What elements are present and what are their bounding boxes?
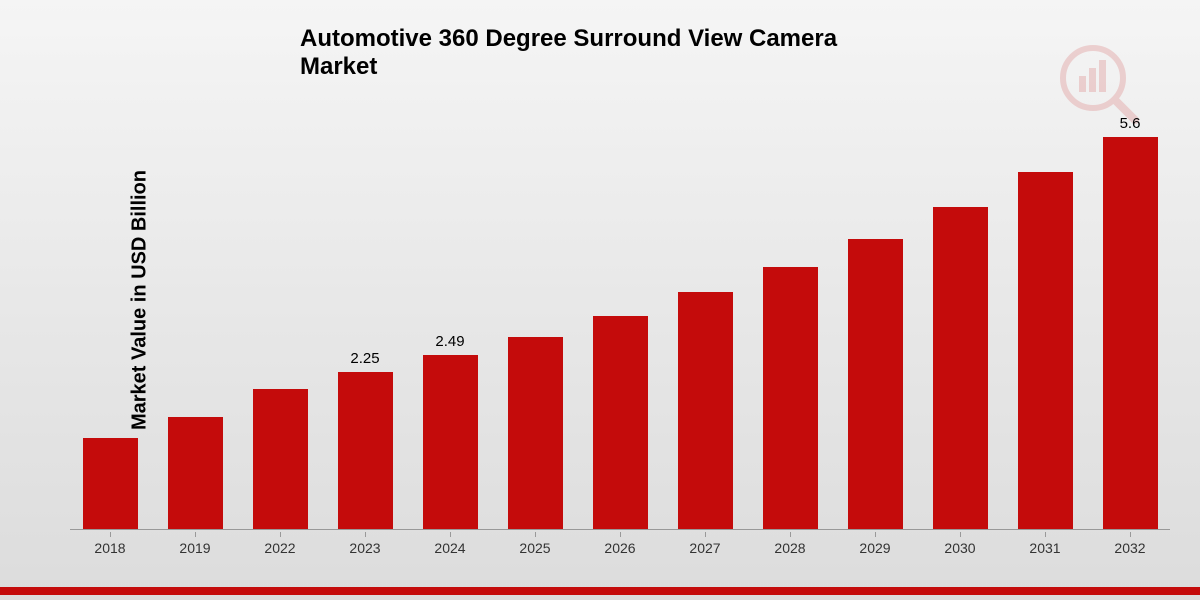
x-tick-label: 2018: [94, 540, 125, 556]
chart-title: Automotive 360 Degree Surround View Came…: [300, 25, 900, 81]
x-tick-label: 2029: [859, 540, 890, 556]
x-tick-label: 2019: [179, 540, 210, 556]
x-tick-label: 2030: [944, 540, 975, 556]
x-tick-label: 2031: [1029, 540, 1060, 556]
x-tick-label: 2032: [1114, 540, 1145, 556]
bar-rect: [933, 207, 988, 529]
x-tick-mark: [875, 532, 876, 537]
bar-rect: [1103, 137, 1158, 529]
bar-rect: [338, 372, 393, 530]
x-tick-mark: [195, 532, 196, 537]
bottom-accent-line: [0, 587, 1200, 595]
x-tick-label: 2025: [519, 540, 550, 556]
x-tick-mark: [280, 532, 281, 537]
x-tick-label: 2028: [774, 540, 805, 556]
bar-value-label: 5.6: [1120, 115, 1141, 132]
bar: [508, 337, 563, 530]
x-tick-label: 2026: [604, 540, 635, 556]
x-tick-mark: [365, 532, 366, 537]
bar: [933, 207, 988, 529]
bar: 2.25: [338, 372, 393, 530]
x-axis-ticks: 2018 2019 2022 2023 2024 2025 2026 2027 2028 2029…: [70, 532, 1170, 562]
bar: [593, 316, 648, 530]
bar-rect: [593, 316, 648, 530]
x-tick-mark: [790, 532, 791, 537]
bar: 5.6: [1103, 137, 1158, 529]
bar-rect: [508, 337, 563, 530]
bar: [763, 267, 818, 530]
x-tick-label: 2022: [264, 540, 295, 556]
x-tick-mark: [960, 532, 961, 537]
bar-rect: [678, 292, 733, 529]
x-tick-label: 2024: [434, 540, 465, 556]
bar-value-label: 2.49: [435, 333, 464, 350]
bar: [83, 438, 138, 529]
bar-rect: [1018, 172, 1073, 529]
bar-rect: [423, 355, 478, 529]
bar-rect: [168, 417, 223, 529]
bar-rect: [253, 389, 308, 529]
bar-rect: [83, 438, 138, 529]
bar: [678, 292, 733, 529]
x-tick-mark: [1130, 532, 1131, 537]
x-tick-mark: [110, 532, 111, 537]
x-tick-label: 2027: [689, 540, 720, 556]
x-tick-label: 2023: [349, 540, 380, 556]
bar-rect: [848, 239, 903, 530]
x-tick-mark: [620, 532, 621, 537]
bar-rect: [763, 267, 818, 530]
x-tick-mark: [705, 532, 706, 537]
bar: [848, 239, 903, 530]
x-tick-mark: [450, 532, 451, 537]
bar: 2.49: [423, 355, 478, 529]
bar: [1018, 172, 1073, 529]
x-tick-mark: [1045, 532, 1046, 537]
bar: [168, 417, 223, 529]
x-tick-mark: [535, 532, 536, 537]
bar: [253, 389, 308, 529]
bar-value-label: 2.25: [350, 350, 379, 367]
plot-area: 2.25 2.49 5.6: [70, 110, 1170, 530]
